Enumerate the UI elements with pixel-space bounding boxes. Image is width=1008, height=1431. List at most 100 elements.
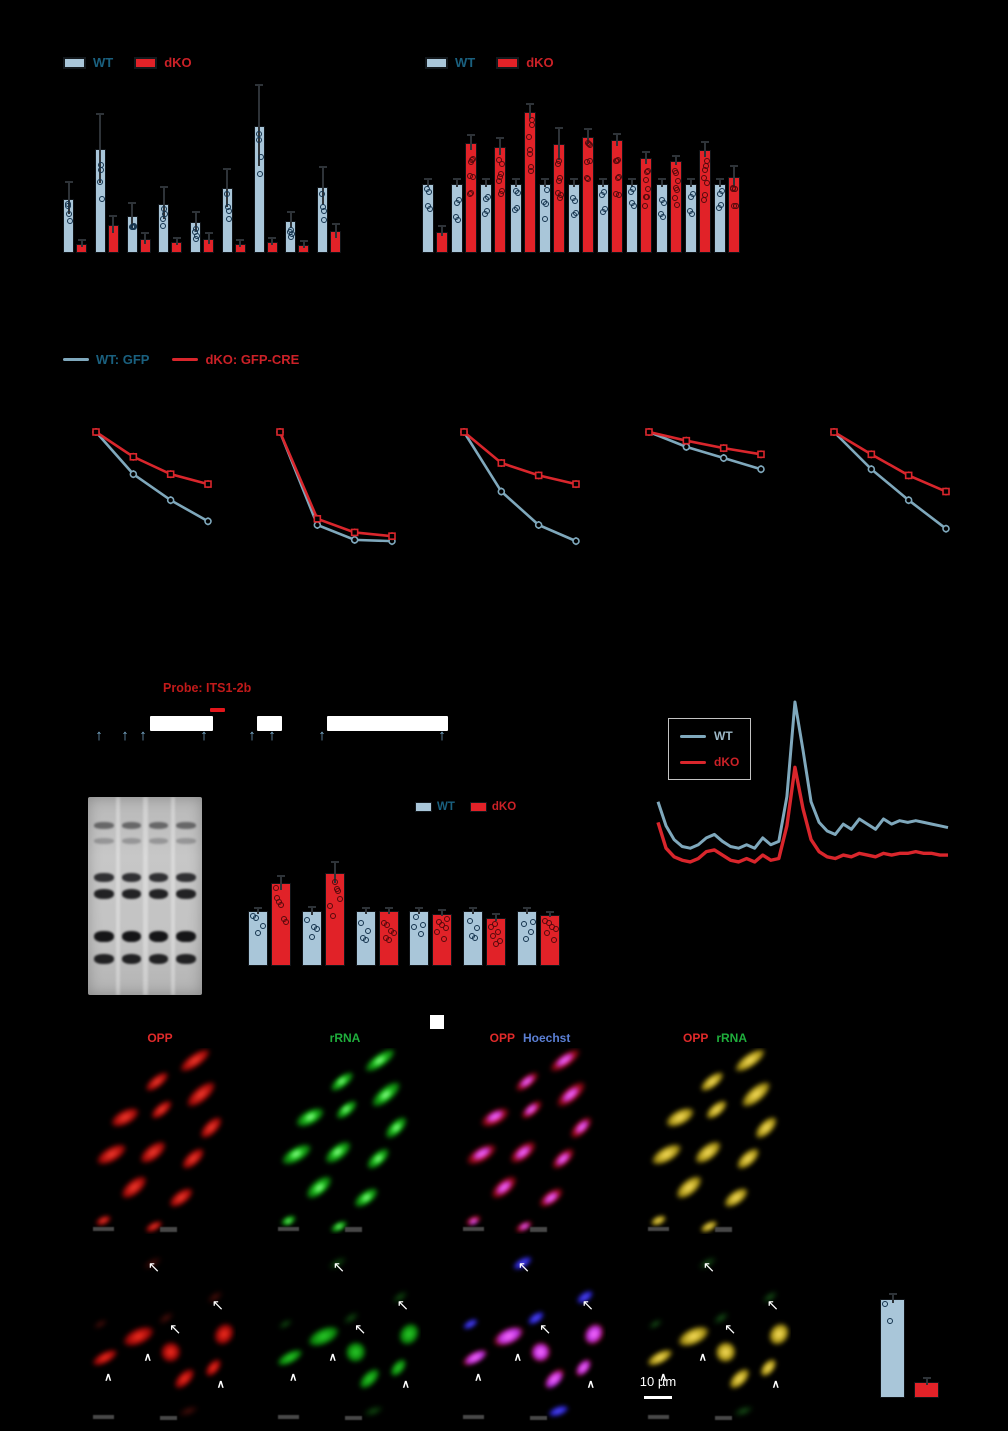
bar-group — [158, 83, 183, 253]
bar-group — [626, 73, 653, 253]
error-bar-cap — [482, 178, 491, 181]
data-point-dot — [364, 927, 371, 934]
data-point-dot — [520, 921, 527, 928]
cell-blob — [513, 1092, 550, 1126]
bar-slot — [248, 846, 268, 966]
arrowhead-icon: ∧ — [771, 1378, 780, 1391]
error-bar-cap — [318, 166, 327, 168]
bar-group — [317, 83, 341, 253]
error-bar — [257, 908, 259, 915]
data-point-dot — [255, 930, 261, 937]
cell-blob — [322, 1250, 353, 1275]
probe-location-marker — [210, 708, 225, 712]
error-bar — [271, 239, 273, 246]
bar-slot — [509, 73, 522, 253]
cell-blob — [138, 1064, 176, 1099]
cell-blob — [646, 1211, 671, 1231]
cell-blob — [556, 1081, 586, 1108]
cell-blob — [570, 1115, 593, 1139]
cell-blob — [544, 1140, 583, 1178]
cell-blob — [273, 1314, 298, 1334]
cell-blob — [491, 1175, 517, 1200]
bar-slot — [640, 73, 653, 253]
cell-blob — [466, 1215, 481, 1227]
data-point-dot — [411, 923, 418, 930]
cell-blob — [522, 1334, 559, 1371]
data-point-dot — [584, 140, 591, 147]
pointer-arrow-icon: ↖ — [702, 1259, 716, 1277]
wt-label: WT — [714, 729, 733, 743]
cell-blob — [201, 1285, 229, 1310]
error-bar-cap — [729, 165, 738, 168]
cell-blob — [707, 1306, 735, 1330]
data-point-dot — [67, 217, 73, 224]
data-point-dot — [701, 167, 708, 174]
pointer-arrow-icon: ↖ — [353, 1321, 367, 1339]
bar-slot — [494, 73, 507, 253]
error-bar — [441, 911, 444, 916]
bar-group — [880, 1284, 939, 1398]
cell-blob — [276, 1211, 301, 1231]
cell-blob — [658, 1099, 702, 1135]
error-bar-cap — [172, 237, 181, 240]
data-point-dot — [554, 160, 561, 167]
data-point-dot — [329, 912, 336, 919]
cell-blob — [467, 1142, 496, 1166]
cleavage-site-arrow-icon: ↑ — [139, 727, 147, 744]
rrna-region-box — [150, 716, 213, 731]
bar-dko — [523, 111, 536, 253]
data-point-dot — [703, 179, 710, 186]
error-bar — [289, 212, 292, 229]
channel-label-opp: OPP — [84, 1031, 236, 1045]
error-bar — [194, 212, 197, 232]
data-point-dot — [672, 170, 679, 177]
data-point-dot — [483, 196, 490, 203]
arrowhead-icon: ∧ — [328, 1351, 337, 1364]
bar-chart-panel-f — [248, 846, 560, 966]
data-point-dot — [334, 887, 341, 894]
cell-blob — [539, 1187, 564, 1209]
data-point-dot — [470, 174, 477, 181]
micro-row1-panel-2 — [269, 1048, 421, 1234]
data-point-dot — [255, 131, 262, 138]
gel-band — [148, 930, 169, 942]
cell-blob — [693, 1064, 731, 1099]
error-bar-cap — [361, 907, 370, 910]
data-point-dot — [496, 177, 503, 184]
data-point-dot — [543, 187, 550, 194]
data-point-dot — [527, 928, 534, 935]
cell-blob — [300, 1317, 348, 1355]
error-bar-cap — [64, 181, 73, 184]
gel-band — [94, 889, 114, 899]
error-bar — [470, 136, 473, 150]
bar-slot — [76, 83, 87, 253]
data-point-dot — [571, 198, 578, 205]
dko-label: dKO — [714, 755, 740, 769]
data-point-dot — [555, 177, 562, 184]
micro-row1-panel-1 — [84, 1048, 236, 1234]
data-point-dot — [253, 915, 259, 922]
bar-slot — [698, 73, 711, 253]
data-point-dot — [495, 928, 502, 935]
data-point-dot — [599, 192, 606, 199]
cell-blob — [88, 1135, 135, 1173]
cell-blob — [640, 1342, 680, 1373]
bar-group — [597, 73, 624, 253]
error-bar-cap — [540, 178, 549, 181]
data-point-dot — [281, 915, 287, 922]
pointer-arrow-icon: ↖ — [723, 1321, 737, 1339]
cell-blob — [721, 1361, 758, 1397]
bar-wt — [880, 1298, 905, 1398]
cell-blob — [455, 1342, 495, 1373]
gel-lane-gap — [115, 797, 121, 995]
wt-gfp-label: WT: GFP — [96, 352, 150, 367]
error-bar-cap — [715, 178, 724, 181]
cell-blob — [337, 1306, 365, 1330]
cell-blob — [390, 1314, 421, 1354]
cell-blob — [152, 1334, 189, 1371]
data-point-dot — [659, 214, 666, 221]
cell-blob — [113, 1167, 156, 1208]
bar-slot — [523, 73, 536, 253]
bar-slot — [203, 83, 214, 253]
cell-blob — [386, 1285, 414, 1310]
